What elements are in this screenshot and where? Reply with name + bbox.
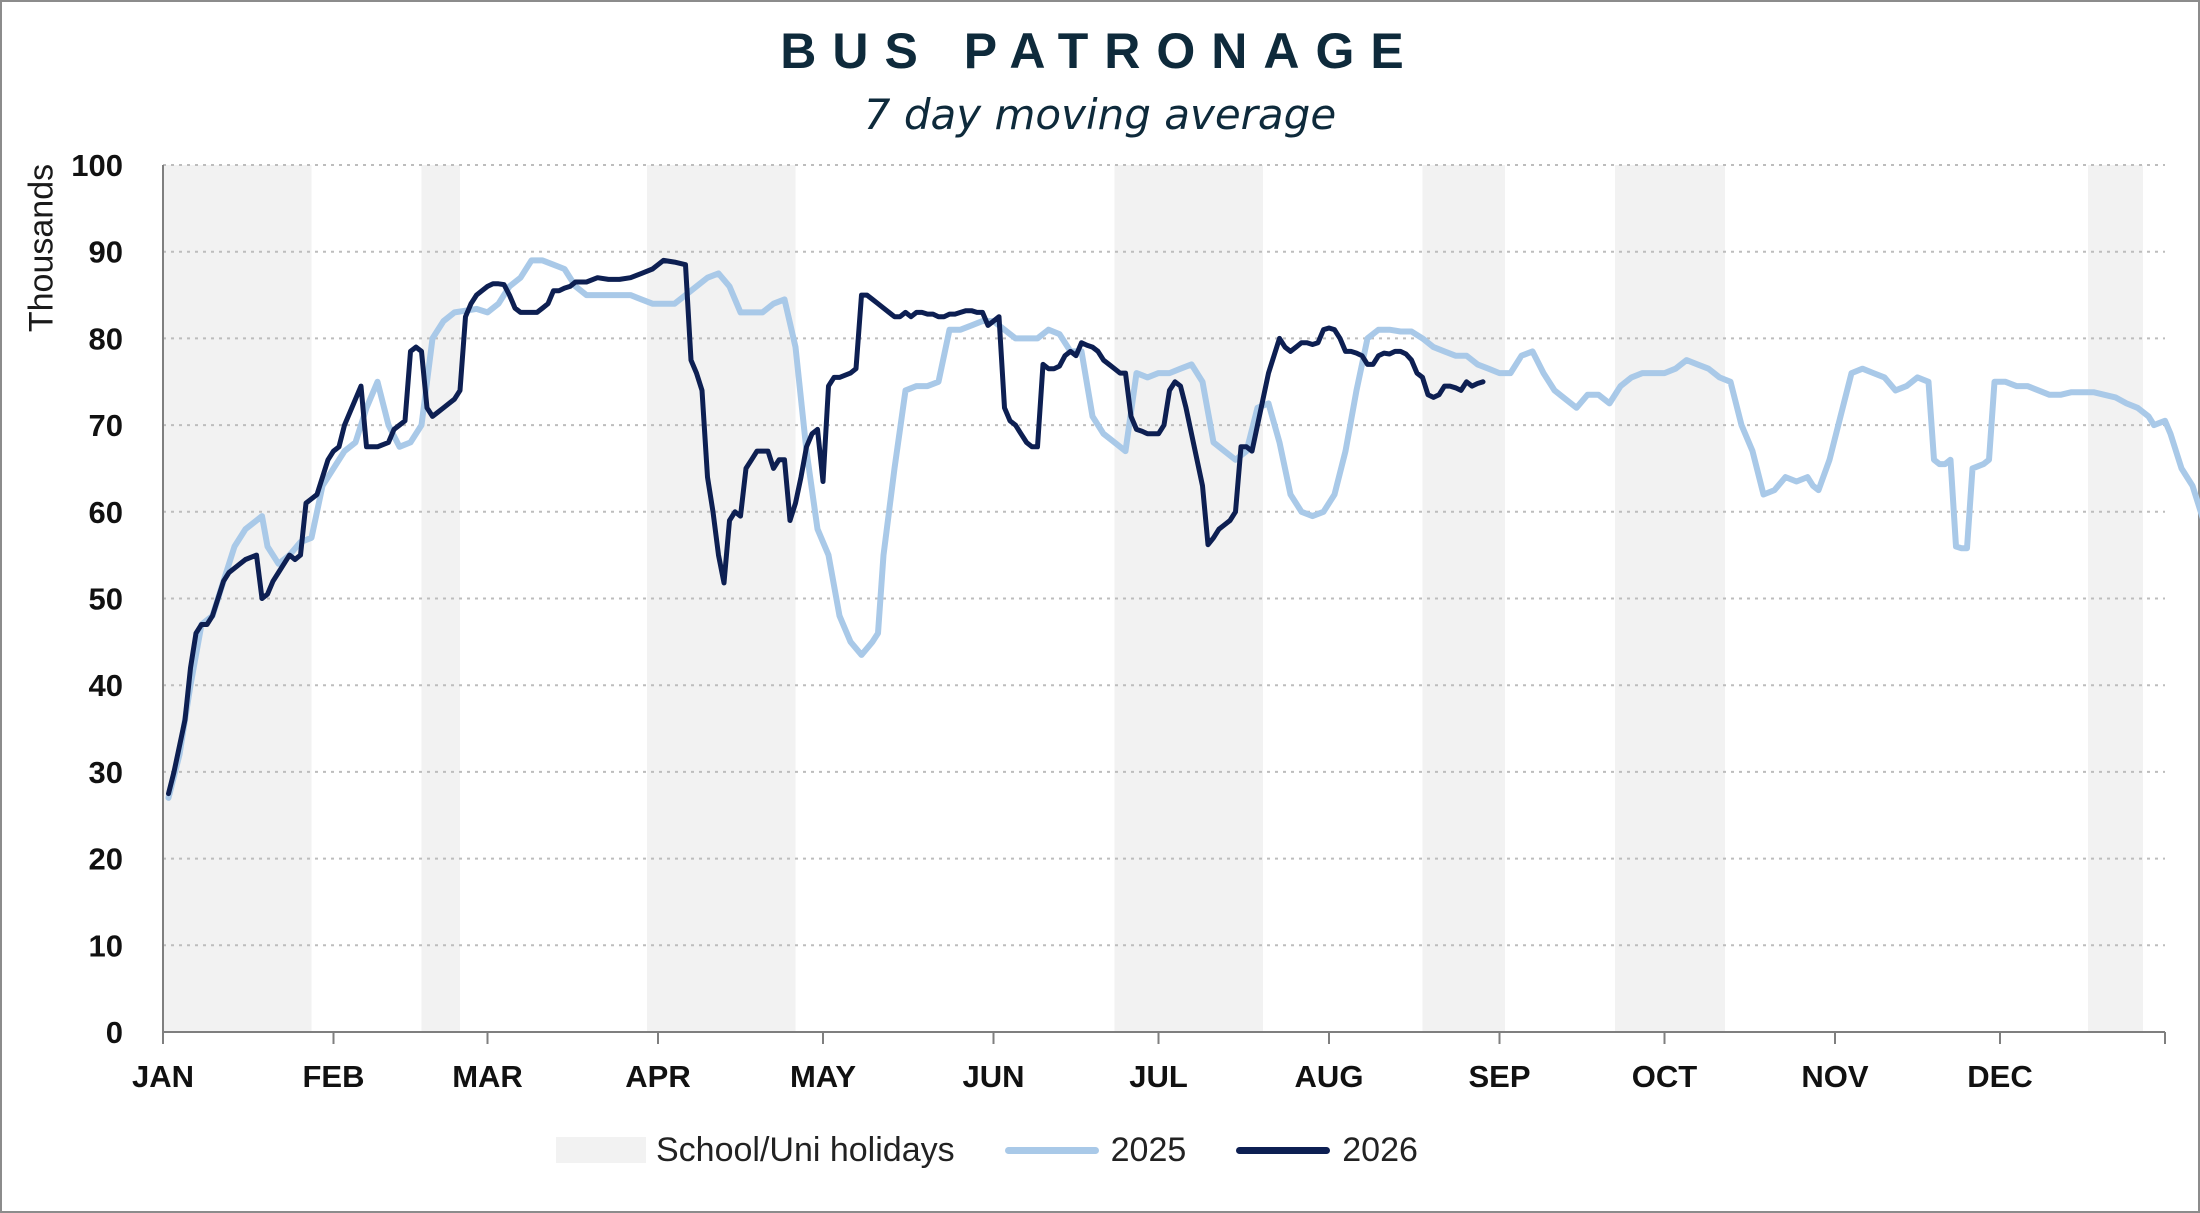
legend-swatch-2026 [1236, 1146, 1331, 1154]
x-tick-label-may: MAY [790, 1059, 856, 1094]
y-tick-label-80: 80 [89, 321, 123, 356]
legend-swatch-2025 [1004, 1146, 1099, 1154]
x-tick-label-sep: SEP [1468, 1059, 1530, 1094]
y-tick-label-20: 20 [89, 842, 123, 877]
y-tick-label-50: 50 [89, 582, 123, 617]
x-tick-label-feb: FEB [303, 1059, 365, 1094]
y-tick-label-70: 70 [89, 408, 123, 443]
x-tick-label-mar: MAR [452, 1059, 523, 1094]
chart-title: BUS PATRONAGE [780, 23, 1420, 79]
legend-label-holidays: School/Uni holidays [656, 1130, 955, 1169]
x-tick-label-nov: NOV [1801, 1059, 1869, 1094]
x-tick-label-jan: JAN [132, 1059, 194, 1094]
chart-subtitle: 7 day moving average [863, 90, 1337, 139]
legend-item-holidays: School/Uni holidays [556, 1131, 955, 1170]
legend-item-2026: 2026 [1236, 1131, 1418, 1170]
x-tick-label-dec: DEC [1967, 1059, 2032, 1094]
series-line-2025 [165, 257, 2200, 801]
y-tick-label-10: 10 [89, 928, 123, 963]
legend-label-2025: 2025 [1110, 1130, 1187, 1169]
x-tick-label-oct: OCT [1632, 1059, 1698, 1094]
series-lines [165, 257, 2200, 801]
x-tick-label-jul: JUL [1129, 1059, 1188, 1094]
legend-swatch-holidays [556, 1137, 646, 1163]
series-line-2026 [166, 257, 1486, 797]
y-tick-label-30: 30 [89, 755, 123, 790]
y-tick-label-60: 60 [89, 495, 123, 530]
legend-label-2026: 2026 [1342, 1130, 1418, 1169]
y-tick-label-40: 40 [89, 668, 123, 703]
x-tick-label-apr: APR [625, 1059, 690, 1094]
legend: School/Uni holidays 2025 2026 [556, 1128, 1468, 1172]
axes: 0 10 20 30 40 50 60 70 80 90 100 JAN FEB MAR APR MAY JUN… [71, 148, 2166, 1094]
legend-item-2025: 2025 [1004, 1130, 1187, 1170]
x-tick-label-jun: JUN [962, 1059, 1024, 1094]
y-tick-label-100: 100 [71, 148, 123, 183]
y-tick-label-90: 90 [89, 235, 123, 270]
y-tick-label-0: 0 [106, 1015, 123, 1050]
x-tick-label-aug: AUG [1295, 1059, 1364, 1094]
